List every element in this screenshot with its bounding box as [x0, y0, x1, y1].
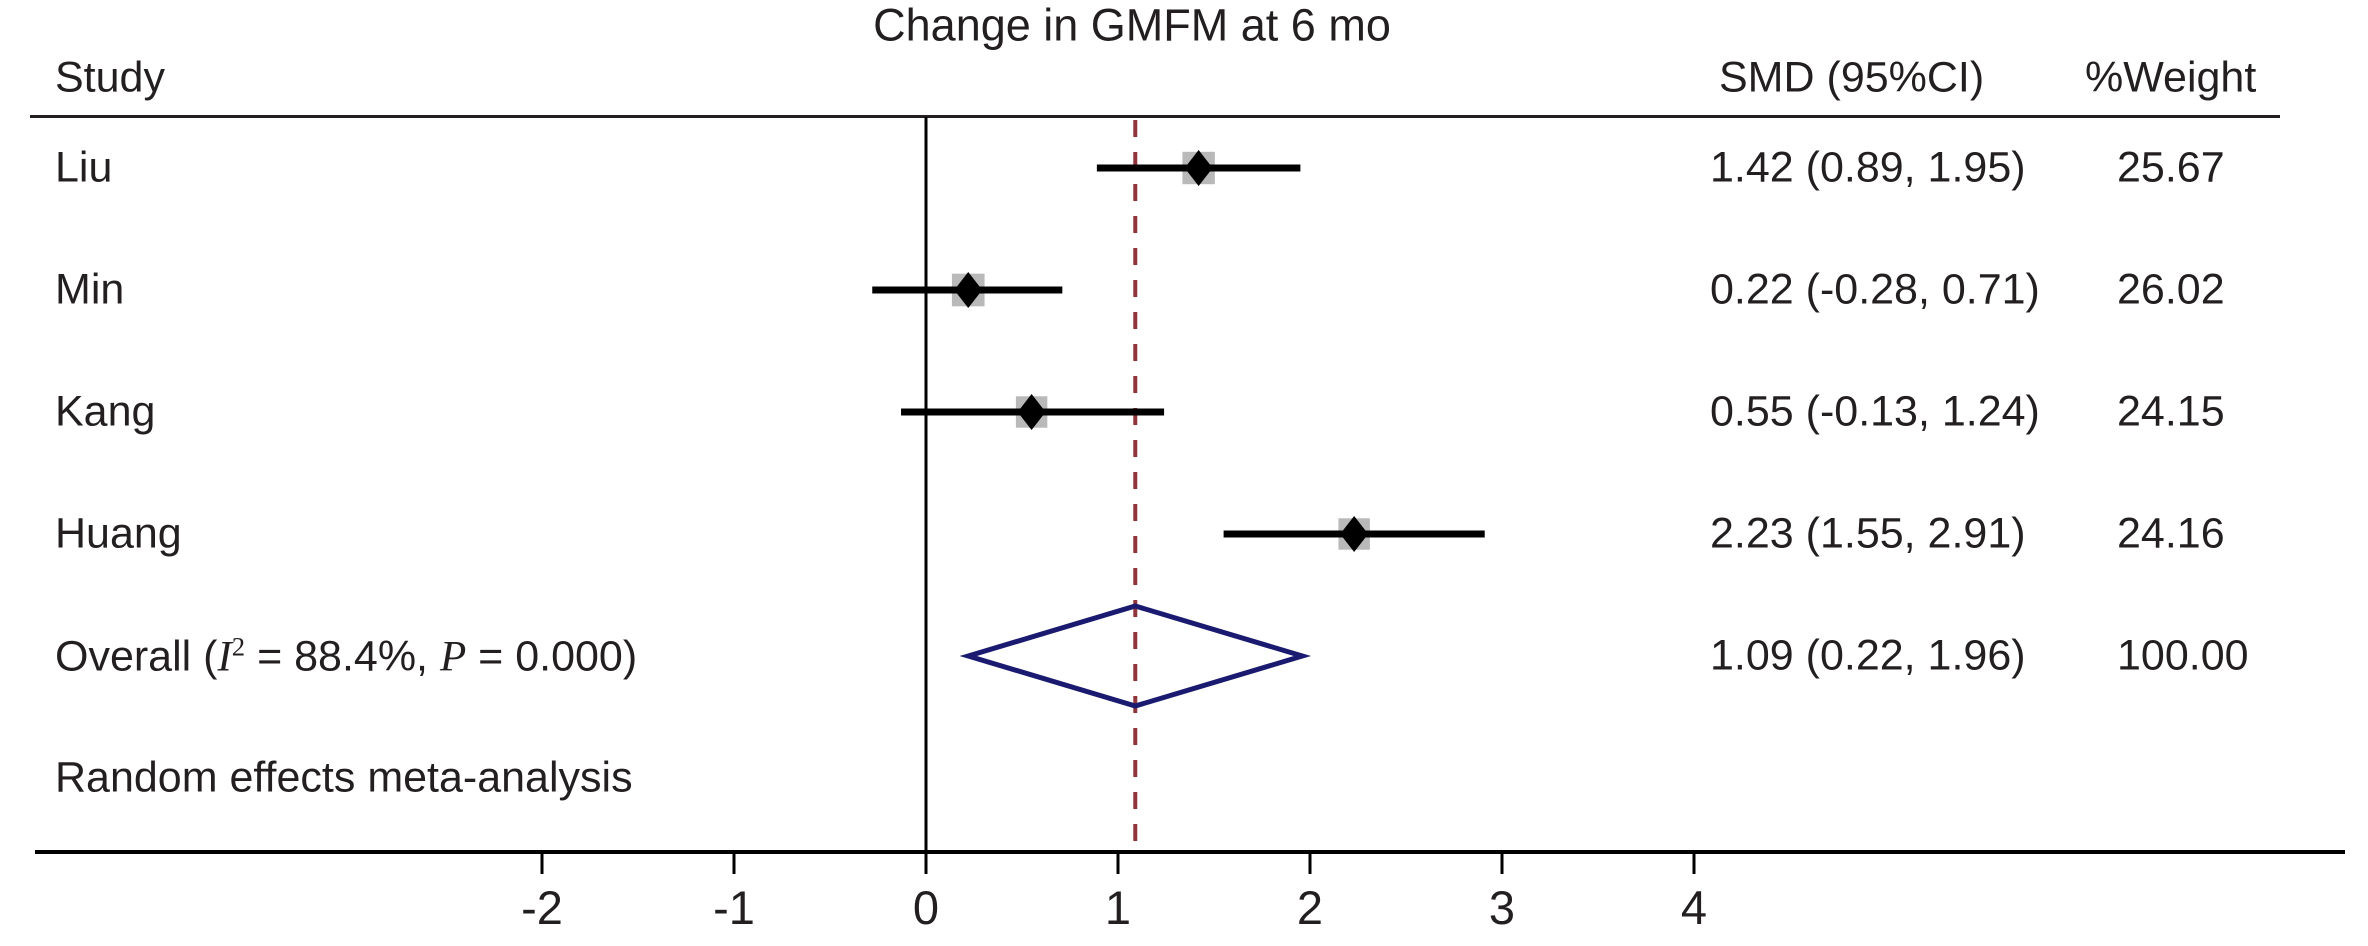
x-axis-tick-label: 3: [1488, 881, 1516, 934]
x-axis-tick-label: 0: [912, 881, 940, 934]
smd-ci-value: 1.42 (0.89, 1.95): [1710, 143, 2026, 192]
overall-smd-ci-value: 1.09 (0.22, 1.96): [1710, 631, 2026, 680]
smd-ci-value: 0.55 (-0.13, 1.24): [1710, 387, 2040, 436]
weight-value: 24.16: [2117, 509, 2225, 558]
analysis-note: Random effects meta-analysis: [55, 753, 633, 802]
study-label: Liu: [55, 143, 113, 192]
smd-ci-value: 2.23 (1.55, 2.91): [1710, 509, 2026, 558]
x-axis-tick-label: 1: [1104, 881, 1132, 934]
study-label: Huang: [55, 509, 182, 558]
overall-label-prefix: Overall (: [55, 632, 218, 681]
i-squared-symbol: I: [217, 633, 232, 681]
column-header-study: Study: [55, 53, 165, 102]
point-estimate-marker: [1017, 394, 1046, 430]
point-estimate-marker: [1184, 150, 1213, 186]
x-axis-tick-label: -2: [521, 881, 563, 934]
point-estimate-marker: [1340, 516, 1369, 552]
x-axis-tick-label: 2: [1296, 881, 1324, 934]
overall-diamond: [959, 603, 1312, 709]
study-label: Min: [55, 265, 125, 314]
column-header-weight: %Weight: [2085, 53, 2257, 102]
p-value-symbol: P: [439, 633, 467, 681]
x-axis-tick-label: 4: [1680, 881, 1708, 934]
point-estimate-marker: [954, 272, 983, 308]
study-label: Kang: [55, 387, 156, 436]
overall-label: Overall (I2 = 88.4%, P = 0.000): [55, 631, 638, 681]
weight-value: 25.67: [2117, 143, 2225, 192]
chart-title: Change in GMFM at 6 mo: [873, 0, 1391, 51]
column-header-smd-ci: SMD (95%CI): [1719, 53, 1985, 102]
x-axis-tick-label: -1: [713, 881, 755, 934]
weight-value: 24.15: [2117, 387, 2225, 436]
overall-weight-value: 100.00: [2117, 631, 2249, 680]
smd-ci-value: 0.22 (-0.28, 0.71): [1710, 265, 2040, 314]
weight-value: 26.02: [2117, 265, 2225, 314]
overall-label-mid: = 88.4%,: [245, 632, 440, 681]
i-squared-exponent: 2: [231, 631, 246, 662]
overall-label-suffix: = 0.000): [466, 632, 638, 681]
header-divider-line: [30, 115, 2280, 118]
